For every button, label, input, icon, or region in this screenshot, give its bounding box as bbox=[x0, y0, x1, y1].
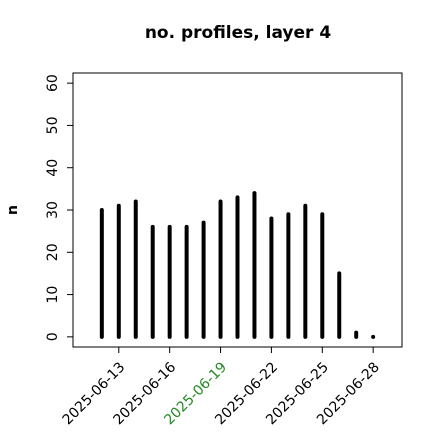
y-tick-label: 40 bbox=[45, 159, 61, 177]
y-tick-label: 30 bbox=[45, 201, 61, 219]
y-tick-label: 20 bbox=[45, 243, 61, 261]
y-axis-label: n bbox=[5, 205, 21, 215]
y-tick-label: 0 bbox=[45, 332, 61, 341]
y-tick-label: 60 bbox=[45, 74, 61, 92]
chart-title: no. profiles, layer 4 bbox=[145, 23, 332, 43]
y-tick-label: 50 bbox=[45, 117, 61, 135]
y-tick-label: 10 bbox=[45, 286, 61, 304]
